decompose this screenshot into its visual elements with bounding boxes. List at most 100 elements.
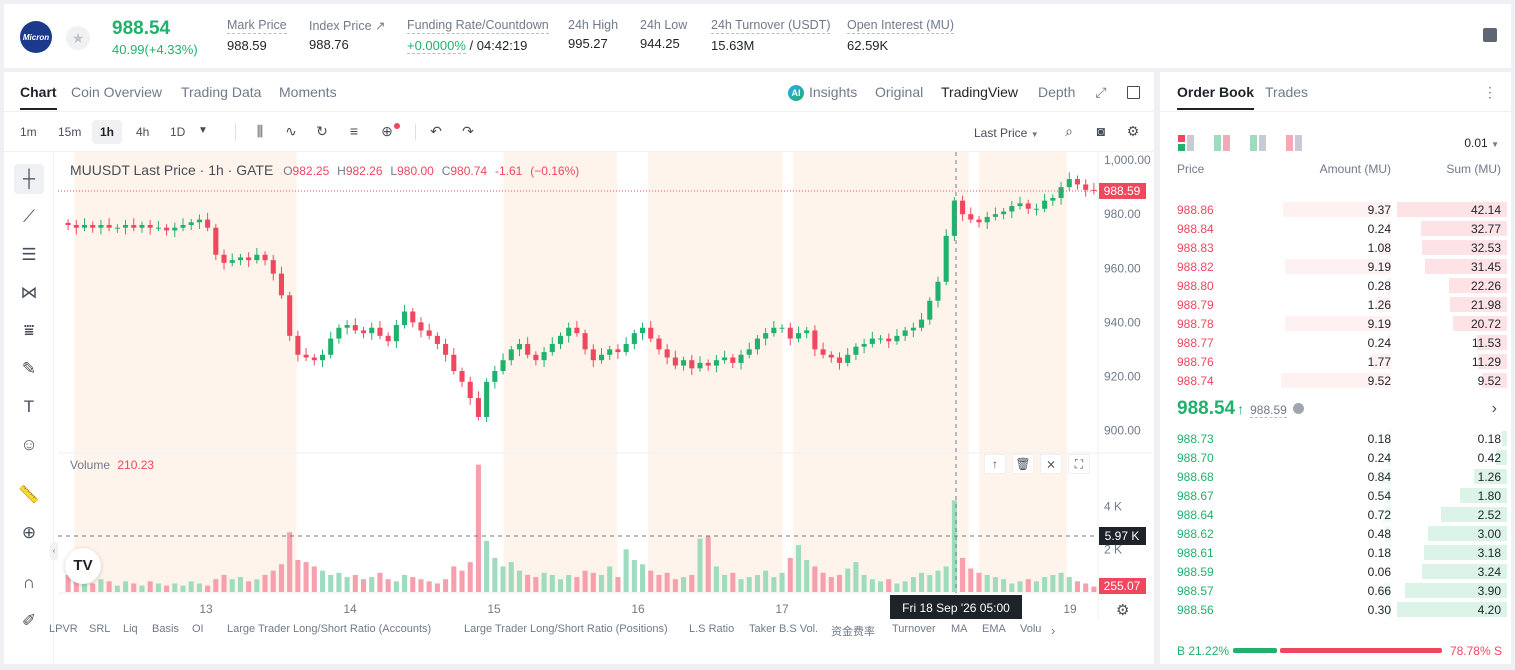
indicator-ls-ratio[interactable]: L.S Ratio [689,623,735,635]
view-depth[interactable]: Depth [1038,84,1076,100]
tab-trades[interactable]: Trades [1265,84,1309,100]
timeframe-1d[interactable]: 1D [170,125,186,139]
move-up-icon[interactable]: ↑ [984,454,1006,474]
chevron-right-icon[interactable]: › [1051,623,1056,638]
bid-row[interactable]: 988.59 0.06 3.24 [1160,562,1511,581]
view-original[interactable]: Original [875,84,924,100]
redo-icon[interactable]: ↷ [462,123,474,139]
indicator-oi[interactable]: OI [192,623,204,635]
add-indicator-icon[interactable]: ⊕ [381,123,393,139]
indicator-lt-positions[interactable]: Large Trader Long/Short Ratio (Positions… [464,623,668,635]
text-icon[interactable]: T [23,397,35,416]
indicator-basis[interactable]: Basis [152,623,179,635]
tab-trading-data[interactable]: Trading Data [181,84,262,100]
bid-row[interactable]: 988.56 0.30 4.20 [1160,600,1511,619]
bid-row[interactable]: 988.73 0.18 0.18 [1160,429,1511,448]
edit-pencil-icon[interactable]: ✐ [21,611,37,630]
tab-coin-overview[interactable]: Coin Overview [71,84,163,100]
view-tradingview[interactable]: TradingView [941,84,1019,100]
refresh-icon[interactable]: ↻ [316,123,328,139]
ask-row[interactable]: 988.76 1.77 11.29 [1160,352,1511,371]
bid-row[interactable]: 988.61 0.18 3.18 [1160,543,1511,562]
candlestick-type-icon[interactable]: ⫼ [256,123,264,139]
bid-row[interactable]: 988.64 0.72 2.52 [1160,505,1511,524]
emoji-icon[interactable]: ☺ [20,435,38,454]
trash-icon[interactable]: 🗑 [1012,454,1034,474]
magnet-icon[interactable]: ∩ [22,573,36,592]
tab-order-book[interactable]: Order Book [1177,84,1255,110]
bid-row[interactable]: 988.62 0.48 3.00 [1160,524,1511,543]
chevron-down-icon[interactable]: ▼ [198,125,208,136]
indicators-icon[interactable]: ∿ [285,123,297,139]
ask-row[interactable]: 988.80 0.28 22.26 [1160,276,1511,295]
timeframe-4h[interactable]: 4h [136,125,150,139]
indicator-liq[interactable]: Liq [123,623,138,635]
ask-row[interactable]: 988.84 0.24 32.77 [1160,219,1511,238]
insights-button[interactable]: AI Insights [788,84,857,101]
ask-row[interactable]: 988.83 1.08 32.53 [1160,238,1511,257]
ask-row[interactable]: 988.74 9.52 9.52 [1160,371,1511,390]
collapse-toolbar-icon[interactable]: ‹ [50,542,58,560]
volume-bar [172,583,178,592]
price-type-select[interactable]: Last Price ▼ [974,126,1039,140]
stat-funding-rate[interactable]: Funding Rate/Countdown +0.0000% / 04:42:… [407,18,549,54]
timeframe-1h[interactable]: 1h [92,120,123,144]
favorite-star-icon[interactable]: ★ [66,26,90,50]
horizontal-lines-icon[interactable]: ☰ [21,245,37,264]
precision-select[interactable]: 0.01 ▼ [1464,136,1499,150]
bid-row[interactable]: 988.70 0.24 0.42 [1160,448,1511,467]
fib-icon[interactable]: ⩸ [23,321,35,340]
tab-chart[interactable]: Chart [20,84,57,110]
stat-mark-price[interactable]: Mark Price 988.59 [227,18,287,53]
indicator-lt-accounts[interactable]: Large Trader Long/Short Ratio (Accounts) [227,623,432,635]
ruler-icon[interactable]: 📏 [18,485,40,504]
more-options-icon[interactable]: ⋮ [1483,84,1497,100]
ask-row[interactable]: 988.79 1.26 21.98 [1160,295,1511,314]
ask-row[interactable]: 988.78 9.19 20.72 [1160,314,1511,333]
indicator-srl[interactable]: SRL [89,623,111,635]
ask-row[interactable]: 988.86 9.37 42.14 [1160,200,1511,219]
brush-icon[interactable]: ✎ [21,359,37,378]
indicator-lpvr[interactable]: LPVR [49,623,78,635]
indicator-funding[interactable]: 资金费率 [831,626,875,638]
view-both-icon[interactable] [1178,135,1194,151]
timeframe-1m[interactable]: 1m [20,125,37,139]
zoom-in-icon[interactable]: ⊕ [21,523,37,542]
indicator-ema[interactable]: EMA [982,623,1006,635]
indicator-taker-vol[interactable]: Taker B.S Vol. [749,623,819,635]
volume-bar [992,577,998,592]
pattern-icon[interactable]: ⋈ [20,283,38,302]
undo-icon[interactable]: ↶ [430,123,442,139]
stat-index-price[interactable]: Index Price ↗ 988.76 [309,19,386,52]
ask-row[interactable]: 988.82 9.19 31.45 [1160,257,1511,276]
chevron-right-icon[interactable]: › [1491,400,1497,417]
crosshair-icon[interactable]: ┼ [14,164,44,194]
templates-icon[interactable]: ≡ [349,123,359,139]
timeframe-15m[interactable]: 15m [58,125,82,139]
indicator-volume[interactable]: Volu [1020,623,1042,635]
expand-icon[interactable]: ⤢ [1095,84,1107,100]
window-icon[interactable] [1127,86,1140,99]
maximize-icon[interactable]: ⛶ [1068,454,1090,474]
bid-row[interactable]: 988.67 0.54 1.80 [1160,486,1511,505]
view-bids-icon[interactable] [1250,135,1266,151]
collapse-icon[interactable]: ⨯ [1040,454,1062,474]
view-asks-bids-icon[interactable] [1214,135,1230,151]
price-chart[interactable]: 1,000.00 980.00 960.00 940.00 920.00 900.00 4 … [58,152,1152,619]
indicator-ma[interactable]: MA [951,623,968,635]
camera-icon[interactable]: ◙ [1096,123,1106,139]
chart-settings-icon[interactable]: ⚙ [1116,602,1130,619]
indicator-turnover[interactable]: Turnover [892,623,936,635]
guide-book-icon[interactable] [1483,28,1497,42]
bid-row[interactable]: 988.57 0.66 3.90 [1160,581,1511,600]
ask-row[interactable]: 988.77 0.24 11.53 [1160,333,1511,352]
tab-moments[interactable]: Moments [279,84,337,100]
bid-row[interactable]: 988.68 0.84 1.26 [1160,467,1511,486]
candle-body [754,338,760,350]
search-icon[interactable]: ⌕ [1065,123,1073,139]
trend-line-icon[interactable]: ⟋ [23,207,35,226]
gear-icon[interactable]: ⚙ [1126,123,1140,139]
view-asks-icon[interactable] [1286,135,1302,151]
candle-body [1091,189,1097,191]
volume-bar [410,577,416,592]
